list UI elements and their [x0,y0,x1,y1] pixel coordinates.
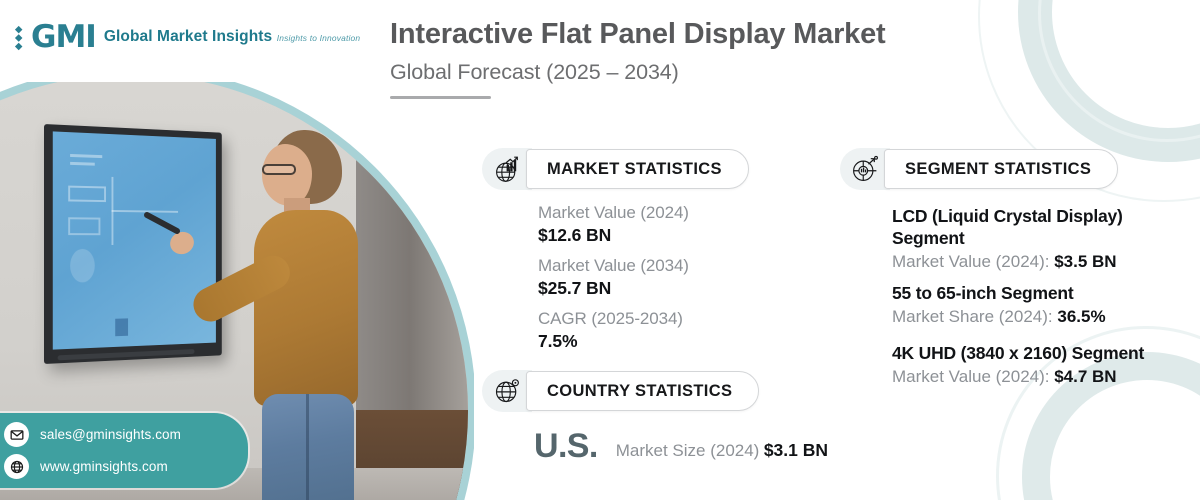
stat-item: Market Value (2024) $12.6 BN [538,203,749,246]
segment-metric-label: Market Share (2024): [892,306,1053,326]
segment-metric-label: Market Value (2024): [892,251,1050,271]
segment-metric: Market Value (2024): $3.5 BN [892,252,1192,272]
segment-name: 4K UHD (3840 x 2160) Segment [892,342,1145,363]
country-metric-value: $3.1 BN [763,440,829,461]
globe-pin-icon [482,370,532,412]
presenter-sweater [254,210,358,406]
stat-key: CAGR (2025-2034) [538,309,683,328]
donut-chart-arrow-icon [840,148,890,190]
stat-key: Market Value (2034) [538,256,689,275]
segment-metric-value: $3.5 BN [1054,251,1117,271]
header: Interactive Flat Panel Display Market Gl… [390,18,886,100]
segment-metric-label: Market Value (2024): [892,366,1050,386]
contact-website-row[interactable]: www.gminsights.com [4,454,232,479]
screen-annotation [70,153,103,159]
logo-mark-text: GMI [31,19,97,55]
page-subtitle: Global Forecast (2025 – 2034) [390,60,679,85]
screen-annotation [70,161,95,166]
country-metric-label: Market Size (2024) [615,441,760,461]
stat-item: Market Value (2034) $25.7 BN [538,256,749,299]
brand-logo[interactable]: GMI Global Market Insights Insights to I… [14,22,360,53]
logo-tagline: Insights to Innovation [276,33,361,44]
stat-key: Market Value (2024) [538,203,689,222]
hero-photo: sales@gminsights.com www.gminsights.com [0,82,474,500]
segment-statistics-header: SEGMENT STATISTICS [840,148,1192,190]
logo-company-name: Global Market Insights [103,28,273,46]
presenter-face [262,144,312,206]
stat-item: CAGR (2025-2034) 7.5% [538,309,749,352]
segment-metric-value: 36.5% [1057,306,1106,326]
logo-wordmark: Global Market Insights Insights to Innov… [103,28,361,46]
contact-email-row[interactable]: sales@gminsights.com [4,422,232,447]
market-statistics-header: MARKET STATISTICS [482,148,749,190]
segment-item: LCD (Liquid Crystal Display) Segment Mar… [892,206,1192,272]
page-title: Interactive Flat Panel Display Market [390,18,886,50]
contact-website-text: www.gminsights.com [40,459,168,474]
country-metric: Market Size (2024) $3.1 BN [616,440,828,462]
market-statistics-block: MARKET STATISTICS Market Value (2024) $1… [482,148,749,352]
envelope-icon [4,422,29,447]
panel-chin [57,349,195,361]
globe-icon [4,454,29,479]
stat-value: 7.5% [538,331,578,351]
scene-doorway [356,82,468,500]
contact-badge: sales@gminsights.com www.gminsights.com [0,413,248,488]
segment-metric: Market Share (2024): 36.5% [892,307,1192,327]
country-statistics-header: COUNTRY STATISTICS [482,370,828,412]
presenter-jeans [262,394,354,500]
segment-statistics-list: LCD (Liquid Crystal Display) Segment Mar… [840,206,1192,387]
interactive-flat-panel-display [44,124,222,364]
country-statistics-content: U.S. Market Size (2024) $3.1 BN [482,427,828,465]
market-statistics-title: MARKET STATISTICS [526,149,749,189]
segment-item: 55 to 65-inch Segment Market Share (2024… [892,283,1192,327]
screen-annotation [115,318,129,337]
gmi-diamond-icon: GMI [14,19,97,55]
screen-annotation [68,217,101,236]
stat-value: $25.7 BN [538,278,612,298]
segment-item: 4K UHD (3840 x 2160) Segment Market Valu… [892,343,1192,387]
segment-metric-value: $4.7 BN [1054,366,1117,386]
screen-annotation [70,248,95,283]
segment-metric: Market Value (2024): $4.7 BN [892,367,1192,387]
screen-annotation [68,185,106,203]
presenter-glasses [262,164,296,175]
segment-name: LCD (Liquid Crystal Display) Segment [892,206,1123,248]
country-statistics-block: COUNTRY STATISTICS U.S. Market Size (202… [482,370,828,465]
presenter-figure [142,82,370,500]
title-divider [390,96,491,100]
segment-statistics-title: SEGMENT STATISTICS [884,149,1119,189]
country-code: U.S. [534,427,598,465]
segment-statistics-block: SEGMENT STATISTICS LCD (Liquid Crystal D… [840,148,1192,387]
country-statistics-title: COUNTRY STATISTICS [526,371,760,411]
segment-name: 55 to 65-inch Segment [892,282,1074,303]
stat-value: $12.6 BN [538,225,612,245]
market-statistics-list: Market Value (2024) $12.6 BN Market Valu… [482,203,749,352]
globe-bar-chart-icon [482,148,532,190]
contact-email-text: sales@gminsights.com [40,427,182,442]
